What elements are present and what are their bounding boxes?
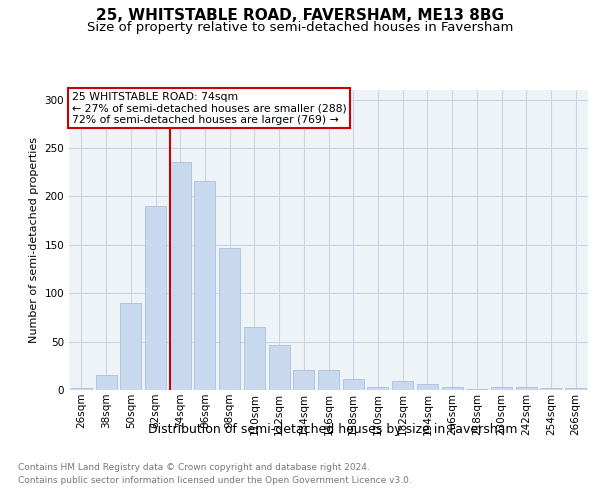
Bar [269, 346, 290, 390]
Text: Distribution of semi-detached houses by size in Faversham: Distribution of semi-detached houses by … [148, 422, 518, 436]
Bar [516, 387, 537, 390]
Bar [565, 388, 586, 390]
Y-axis label: Number of semi-detached properties: Number of semi-detached properties [29, 137, 39, 343]
Bar [95, 376, 116, 390]
Bar [71, 388, 92, 390]
Text: Contains HM Land Registry data © Crown copyright and database right 2024.: Contains HM Land Registry data © Crown c… [18, 462, 370, 471]
Bar [120, 303, 141, 390]
Bar [367, 387, 388, 390]
Bar [541, 388, 562, 390]
Text: Size of property relative to semi-detached houses in Faversham: Size of property relative to semi-detach… [87, 21, 513, 34]
Bar [170, 162, 191, 390]
Bar [318, 370, 339, 390]
Bar [491, 387, 512, 390]
Text: Contains public sector information licensed under the Open Government Licence v3: Contains public sector information licen… [18, 476, 412, 485]
Bar [343, 380, 364, 390]
Bar [466, 389, 487, 390]
Bar [194, 181, 215, 390]
Bar [392, 382, 413, 390]
Text: 25 WHITSTABLE ROAD: 74sqm
← 27% of semi-detached houses are smaller (288)
72% of: 25 WHITSTABLE ROAD: 74sqm ← 27% of semi-… [71, 92, 346, 124]
Bar [417, 384, 438, 390]
Bar [145, 206, 166, 390]
Text: 25, WHITSTABLE ROAD, FAVERSHAM, ME13 8BG: 25, WHITSTABLE ROAD, FAVERSHAM, ME13 8BG [96, 8, 504, 22]
Bar [293, 370, 314, 390]
Bar [244, 327, 265, 390]
Bar [442, 387, 463, 390]
Bar [219, 248, 240, 390]
